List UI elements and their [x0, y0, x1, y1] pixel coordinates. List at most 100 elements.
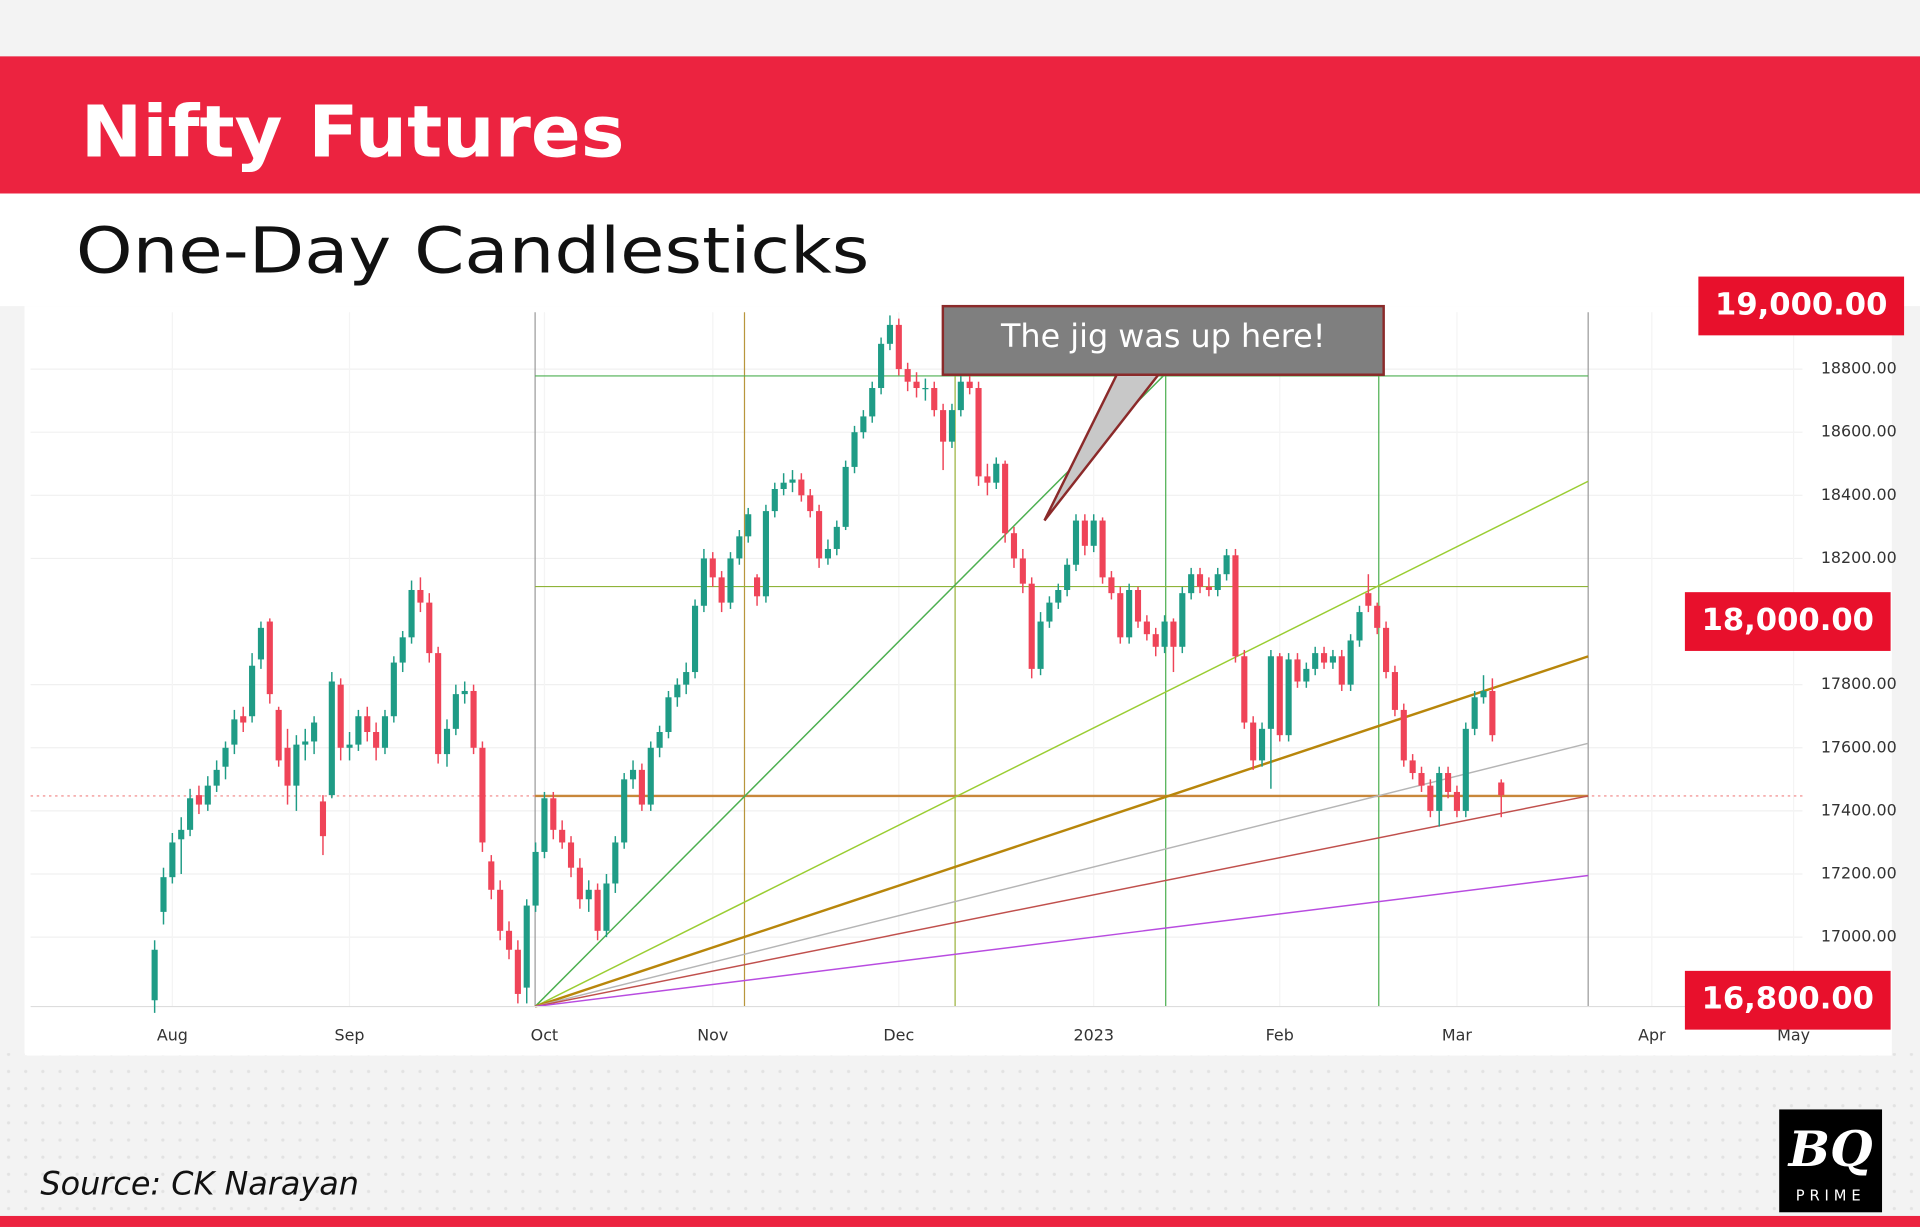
- candle-body: [435, 653, 442, 755]
- fan-line: [534, 742, 1589, 1008]
- y-tick-label: 18600.00: [1821, 422, 1897, 441]
- candle-body: [727, 558, 734, 603]
- candle-body: [213, 769, 220, 786]
- candle-body: [541, 798, 548, 852]
- candle-body: [1338, 656, 1345, 685]
- candle-body: [1453, 791, 1461, 811]
- candle-body: [1391, 672, 1398, 710]
- candle-body: [1214, 574, 1221, 590]
- x-tick-label: Oct: [531, 1025, 559, 1044]
- candle-body: [1267, 656, 1274, 729]
- fan-line: [534, 375, 1164, 1008]
- candle-body: [337, 684, 344, 748]
- y-tick-label: 17000.00: [1821, 927, 1897, 946]
- candle-body: [966, 381, 973, 389]
- candle-body: [1179, 593, 1186, 647]
- candle-body: [860, 416, 867, 433]
- candle-body: [195, 795, 202, 805]
- candle-body: [222, 747, 229, 767]
- candle-body: [736, 536, 743, 559]
- candle-body: [1356, 612, 1363, 641]
- candle-body: [364, 716, 371, 733]
- dot-pattern: [0, 1053, 1920, 1213]
- candle-body: [656, 732, 663, 748]
- candle-body: [1250, 722, 1257, 761]
- candle-body: [629, 769, 637, 780]
- candle-body: [975, 388, 982, 477]
- candle-body: [709, 558, 716, 578]
- candle-body: [771, 489, 778, 512]
- candle-body: [567, 842, 575, 868]
- candle-body: [426, 602, 433, 654]
- x-tick-label: Mar: [1442, 1025, 1472, 1044]
- grid: [30, 312, 1803, 1007]
- candle-body: [249, 665, 256, 717]
- price-label-box: [1698, 276, 1905, 336]
- candle-body: [789, 479, 796, 483]
- y-tick-label: 17400.00: [1821, 800, 1897, 819]
- candle-body: [408, 589, 415, 638]
- header-band: [0, 56, 1920, 194]
- candle-body: [922, 388, 929, 390]
- candle-body: [576, 867, 583, 900]
- candles: [151, 315, 1505, 1013]
- x-tick-label: Nov: [697, 1025, 728, 1044]
- candle-body: [1205, 586, 1212, 590]
- candle-body: [1081, 520, 1088, 546]
- y-tick-label: 17800.00: [1821, 674, 1897, 693]
- candle-body: [523, 905, 530, 988]
- candle-body: [718, 577, 725, 603]
- candle-body: [1303, 668, 1310, 682]
- candle-body: [417, 589, 424, 603]
- x-tick-label: Dec: [883, 1025, 914, 1044]
- candle-body: [1400, 709, 1407, 761]
- y-tick-label: 17200.00: [1821, 864, 1897, 883]
- x-tick-label: 2023: [1073, 1025, 1113, 1044]
- axis-labels: 17000.00 17200.00 17400.00 17600.00 17800.00…: [157, 276, 1905, 1044]
- candle-body: [479, 747, 486, 843]
- candle-body: [1055, 589, 1062, 603]
- candle-body: [488, 861, 495, 890]
- candle-body: [346, 744, 353, 748]
- candle-body: [1258, 728, 1266, 761]
- candle-body: [1489, 690, 1496, 736]
- x-tick-label: May: [1777, 1025, 1810, 1044]
- candle-body: [603, 883, 610, 931]
- logo-box: [1779, 1109, 1883, 1213]
- candle-body: [984, 476, 991, 483]
- candle-body: [1152, 634, 1159, 647]
- candle-body: [532, 851, 539, 906]
- candle-body: [1320, 653, 1328, 663]
- candle-body: [638, 769, 645, 805]
- callout: The jig was up here!: [941, 304, 1385, 522]
- x-tick-label: Apr: [1638, 1025, 1666, 1044]
- candle-body: [1436, 773, 1443, 811]
- source: Source: CK Narayan: [40, 1164, 358, 1202]
- candle-body: [1010, 533, 1018, 559]
- x-tick-label: Aug: [157, 1025, 188, 1044]
- y-tick-label: 18800.00: [1821, 359, 1897, 378]
- candle-body: [1099, 520, 1106, 578]
- candle-body: [1445, 773, 1452, 792]
- candle-body: [957, 381, 964, 411]
- candle-body: [160, 877, 167, 912]
- candle-body: [231, 719, 238, 745]
- candle-body: [505, 930, 513, 950]
- candle-body: [187, 798, 194, 830]
- candle-body: [1064, 564, 1071, 590]
- x-tick-label: Feb: [1266, 1025, 1294, 1044]
- candle-body: [257, 627, 265, 660]
- candle-body: [461, 690, 468, 695]
- candle-body: [824, 548, 831, 559]
- title: Nifty Futures: [81, 91, 625, 174]
- candle-body: [895, 324, 902, 370]
- candle-body: [1170, 621, 1177, 647]
- candle-body: [381, 716, 389, 748]
- drawing-tools: [30, 312, 1803, 1008]
- candle-body: [497, 889, 504, 931]
- subtitle-band: [0, 193, 1920, 307]
- candle-body: [1188, 574, 1195, 594]
- candle-body: [1294, 659, 1301, 682]
- candle-body: [931, 388, 938, 411]
- candle-body: [355, 716, 362, 745]
